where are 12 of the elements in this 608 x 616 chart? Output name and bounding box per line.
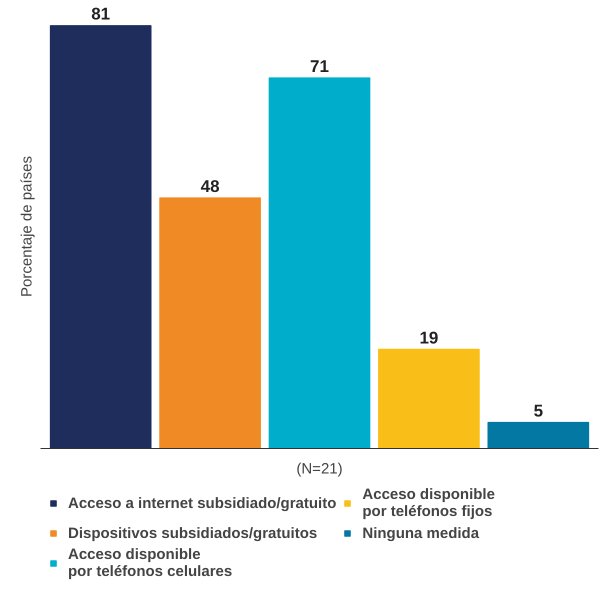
data-label: 81 [91, 4, 110, 24]
x-axis-title: (N=21) [296, 460, 343, 478]
data-label: 19 [419, 328, 438, 348]
legend-label: Acceso disponible por teléfonos celulares [68, 546, 232, 580]
y-axis-title: Porcentaje de países [18, 156, 36, 297]
legend-label: Dispositivos subsidiados/gratuitos [68, 524, 318, 542]
data-label: 71 [310, 56, 329, 76]
legend-label: Acceso disponible por teléfonos fijos [362, 486, 495, 520]
legend-label: Ninguna medida [362, 524, 480, 542]
data-label: 5 [534, 401, 544, 420]
legend-label: Acceso a internet subsidiado/gratuito [68, 494, 336, 512]
data-label: 48 [200, 176, 220, 196]
